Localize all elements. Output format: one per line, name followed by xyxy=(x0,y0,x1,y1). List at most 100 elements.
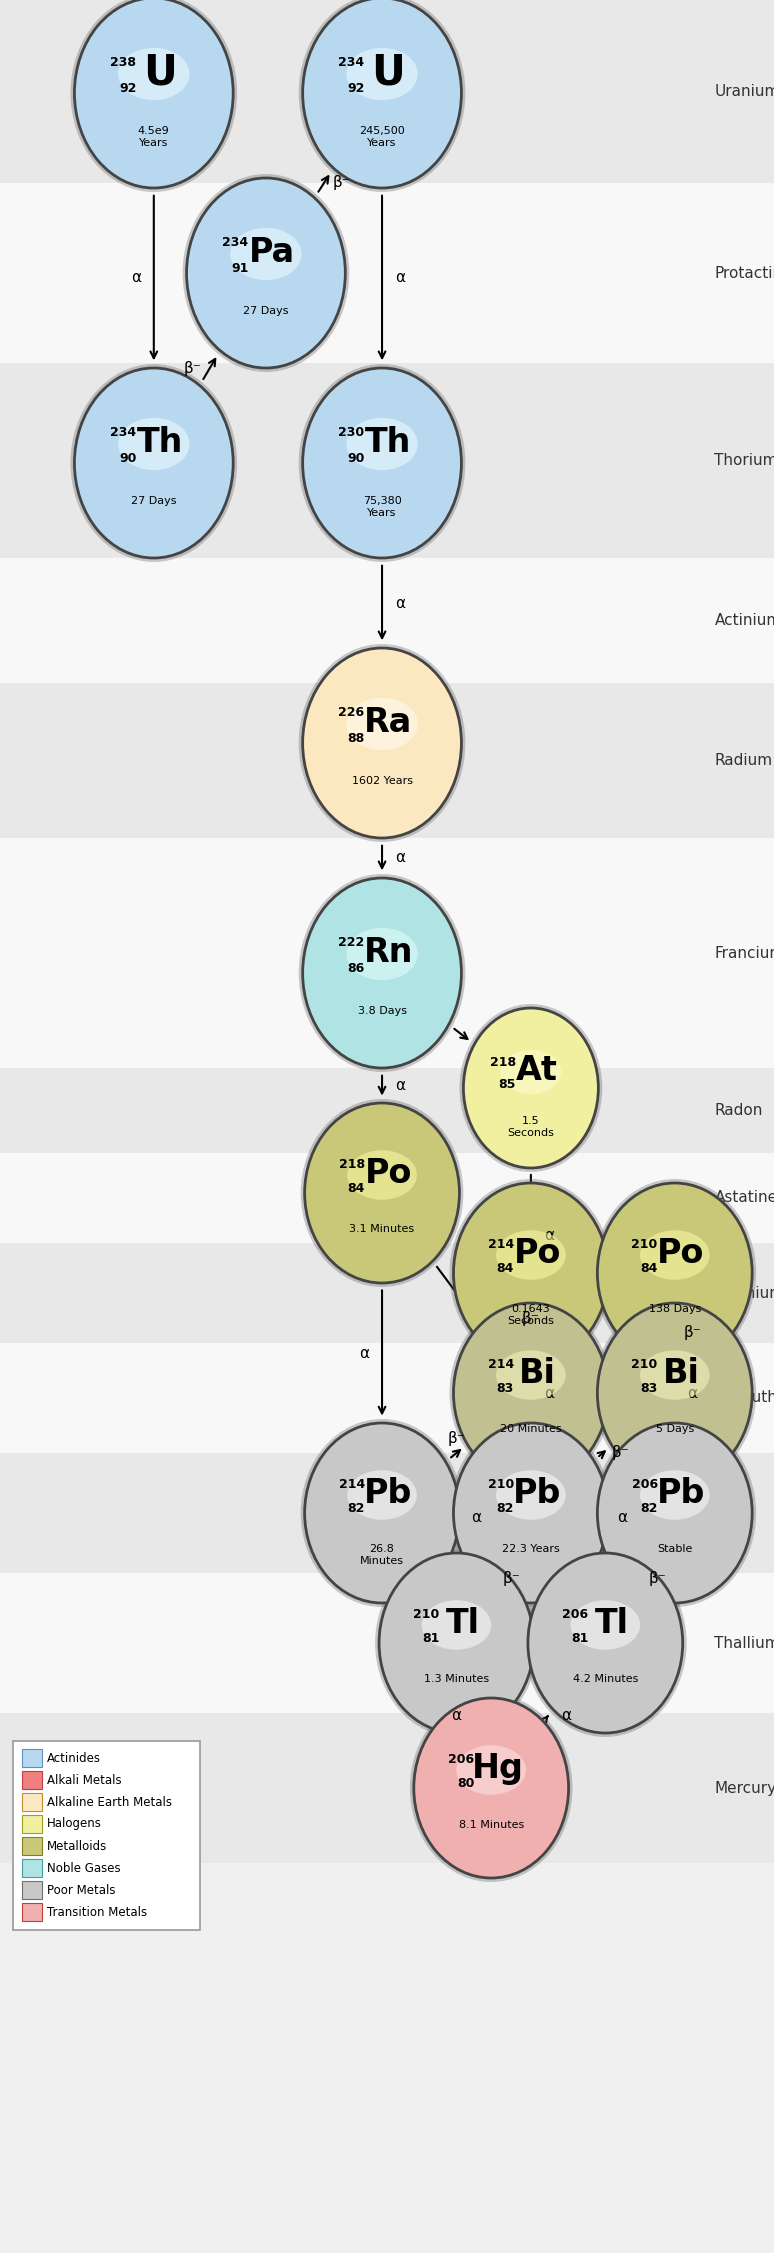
Text: 82: 82 xyxy=(640,1503,658,1514)
Ellipse shape xyxy=(457,1746,526,1796)
Text: Uranium: Uranium xyxy=(714,83,774,99)
Text: Po: Po xyxy=(365,1156,412,1190)
Ellipse shape xyxy=(375,1550,538,1737)
Text: 234: 234 xyxy=(222,237,248,250)
Text: 8.1 Minutes: 8.1 Minutes xyxy=(458,1820,524,1829)
Ellipse shape xyxy=(501,1050,561,1095)
Text: 27 Days: 27 Days xyxy=(243,306,289,315)
Text: Th: Th xyxy=(365,426,412,460)
Ellipse shape xyxy=(496,1350,566,1399)
Ellipse shape xyxy=(422,1600,491,1649)
Text: 218: 218 xyxy=(339,1158,365,1172)
Ellipse shape xyxy=(496,1471,566,1521)
FancyBboxPatch shape xyxy=(13,1742,200,1931)
Text: 210: 210 xyxy=(632,1237,658,1250)
Text: Actinium: Actinium xyxy=(714,613,774,629)
Text: 222: 222 xyxy=(338,935,365,949)
Text: 218: 218 xyxy=(490,1057,516,1068)
Text: α: α xyxy=(543,1386,554,1401)
Text: α: α xyxy=(131,270,141,286)
Ellipse shape xyxy=(450,1178,612,1368)
Ellipse shape xyxy=(598,1424,752,1602)
Text: Bi: Bi xyxy=(663,1356,700,1390)
Text: Bi: Bi xyxy=(519,1356,556,1390)
Text: 81: 81 xyxy=(571,1631,588,1645)
Ellipse shape xyxy=(299,365,465,561)
Text: 5 Days: 5 Days xyxy=(656,1424,694,1435)
Text: Mercury: Mercury xyxy=(714,1780,774,1796)
Text: Bismuth: Bismuth xyxy=(714,1390,774,1406)
Text: β⁻: β⁻ xyxy=(183,360,201,376)
Text: Francium: Francium xyxy=(714,946,774,960)
Ellipse shape xyxy=(346,47,418,99)
Text: U: U xyxy=(143,52,177,92)
Ellipse shape xyxy=(74,367,233,559)
Text: 206: 206 xyxy=(632,1478,658,1491)
FancyBboxPatch shape xyxy=(22,1881,42,1899)
Text: 26.8
Minutes: 26.8 Minutes xyxy=(360,1546,404,1566)
Text: Noble Gases: Noble Gases xyxy=(46,1861,120,1874)
Bar xyxy=(0,1244,774,1343)
Text: β⁻: β⁻ xyxy=(447,1431,465,1446)
Bar xyxy=(0,1343,774,1453)
Text: α: α xyxy=(395,595,405,611)
Text: α: α xyxy=(543,1228,554,1244)
Text: Pb: Pb xyxy=(657,1476,705,1510)
Bar xyxy=(0,1712,774,1863)
Text: 90: 90 xyxy=(119,453,136,464)
Text: 84: 84 xyxy=(496,1262,514,1275)
Ellipse shape xyxy=(598,1302,752,1482)
Ellipse shape xyxy=(640,1350,710,1399)
Text: 91: 91 xyxy=(231,261,248,275)
Text: Pb: Pb xyxy=(513,1476,561,1510)
Ellipse shape xyxy=(303,649,461,838)
Ellipse shape xyxy=(346,417,418,471)
Text: 214: 214 xyxy=(339,1478,365,1491)
Text: Pb: Pb xyxy=(364,1476,413,1510)
Text: α: α xyxy=(395,270,405,286)
Text: 20 Minutes: 20 Minutes xyxy=(500,1424,562,1435)
Ellipse shape xyxy=(305,1104,460,1282)
Text: Stable: Stable xyxy=(657,1546,693,1555)
Bar xyxy=(0,0,774,182)
Ellipse shape xyxy=(450,1419,612,1606)
Text: 1602 Years: 1602 Years xyxy=(351,777,413,786)
Text: Polonium: Polonium xyxy=(714,1286,774,1300)
Text: Radium: Radium xyxy=(714,753,772,768)
Text: Tl: Tl xyxy=(594,1606,628,1640)
Ellipse shape xyxy=(460,1005,602,1172)
Ellipse shape xyxy=(118,47,190,99)
Text: α: α xyxy=(451,1708,461,1724)
Ellipse shape xyxy=(303,367,461,559)
Ellipse shape xyxy=(409,1694,573,1881)
Text: 234: 234 xyxy=(338,56,365,70)
Ellipse shape xyxy=(300,1099,464,1286)
Text: α: α xyxy=(617,1510,627,1525)
Ellipse shape xyxy=(299,874,465,1072)
Bar xyxy=(0,838,774,1068)
Ellipse shape xyxy=(570,1600,640,1649)
Text: 82: 82 xyxy=(496,1503,514,1514)
Text: 1.5
Seconds: 1.5 Seconds xyxy=(508,1115,554,1138)
Text: α: α xyxy=(687,1386,697,1401)
Text: 230: 230 xyxy=(338,426,365,439)
Text: 88: 88 xyxy=(348,732,365,746)
Text: 83: 83 xyxy=(641,1381,658,1395)
Text: Rn: Rn xyxy=(364,935,413,969)
Text: Halogens: Halogens xyxy=(46,1818,101,1829)
Ellipse shape xyxy=(299,0,465,192)
Ellipse shape xyxy=(454,1183,608,1363)
Text: U: U xyxy=(372,52,406,92)
Text: Th: Th xyxy=(137,426,183,460)
Text: Metalloids: Metalloids xyxy=(46,1838,107,1852)
Ellipse shape xyxy=(230,228,302,279)
Ellipse shape xyxy=(118,417,190,471)
Bar xyxy=(0,1573,774,1712)
Text: At: At xyxy=(515,1054,557,1086)
FancyBboxPatch shape xyxy=(22,1793,42,1811)
Text: Lead: Lead xyxy=(714,1505,752,1521)
Ellipse shape xyxy=(303,879,461,1068)
FancyBboxPatch shape xyxy=(22,1748,42,1766)
Text: Actinides: Actinides xyxy=(46,1751,101,1764)
Text: β⁻: β⁻ xyxy=(611,1446,629,1460)
